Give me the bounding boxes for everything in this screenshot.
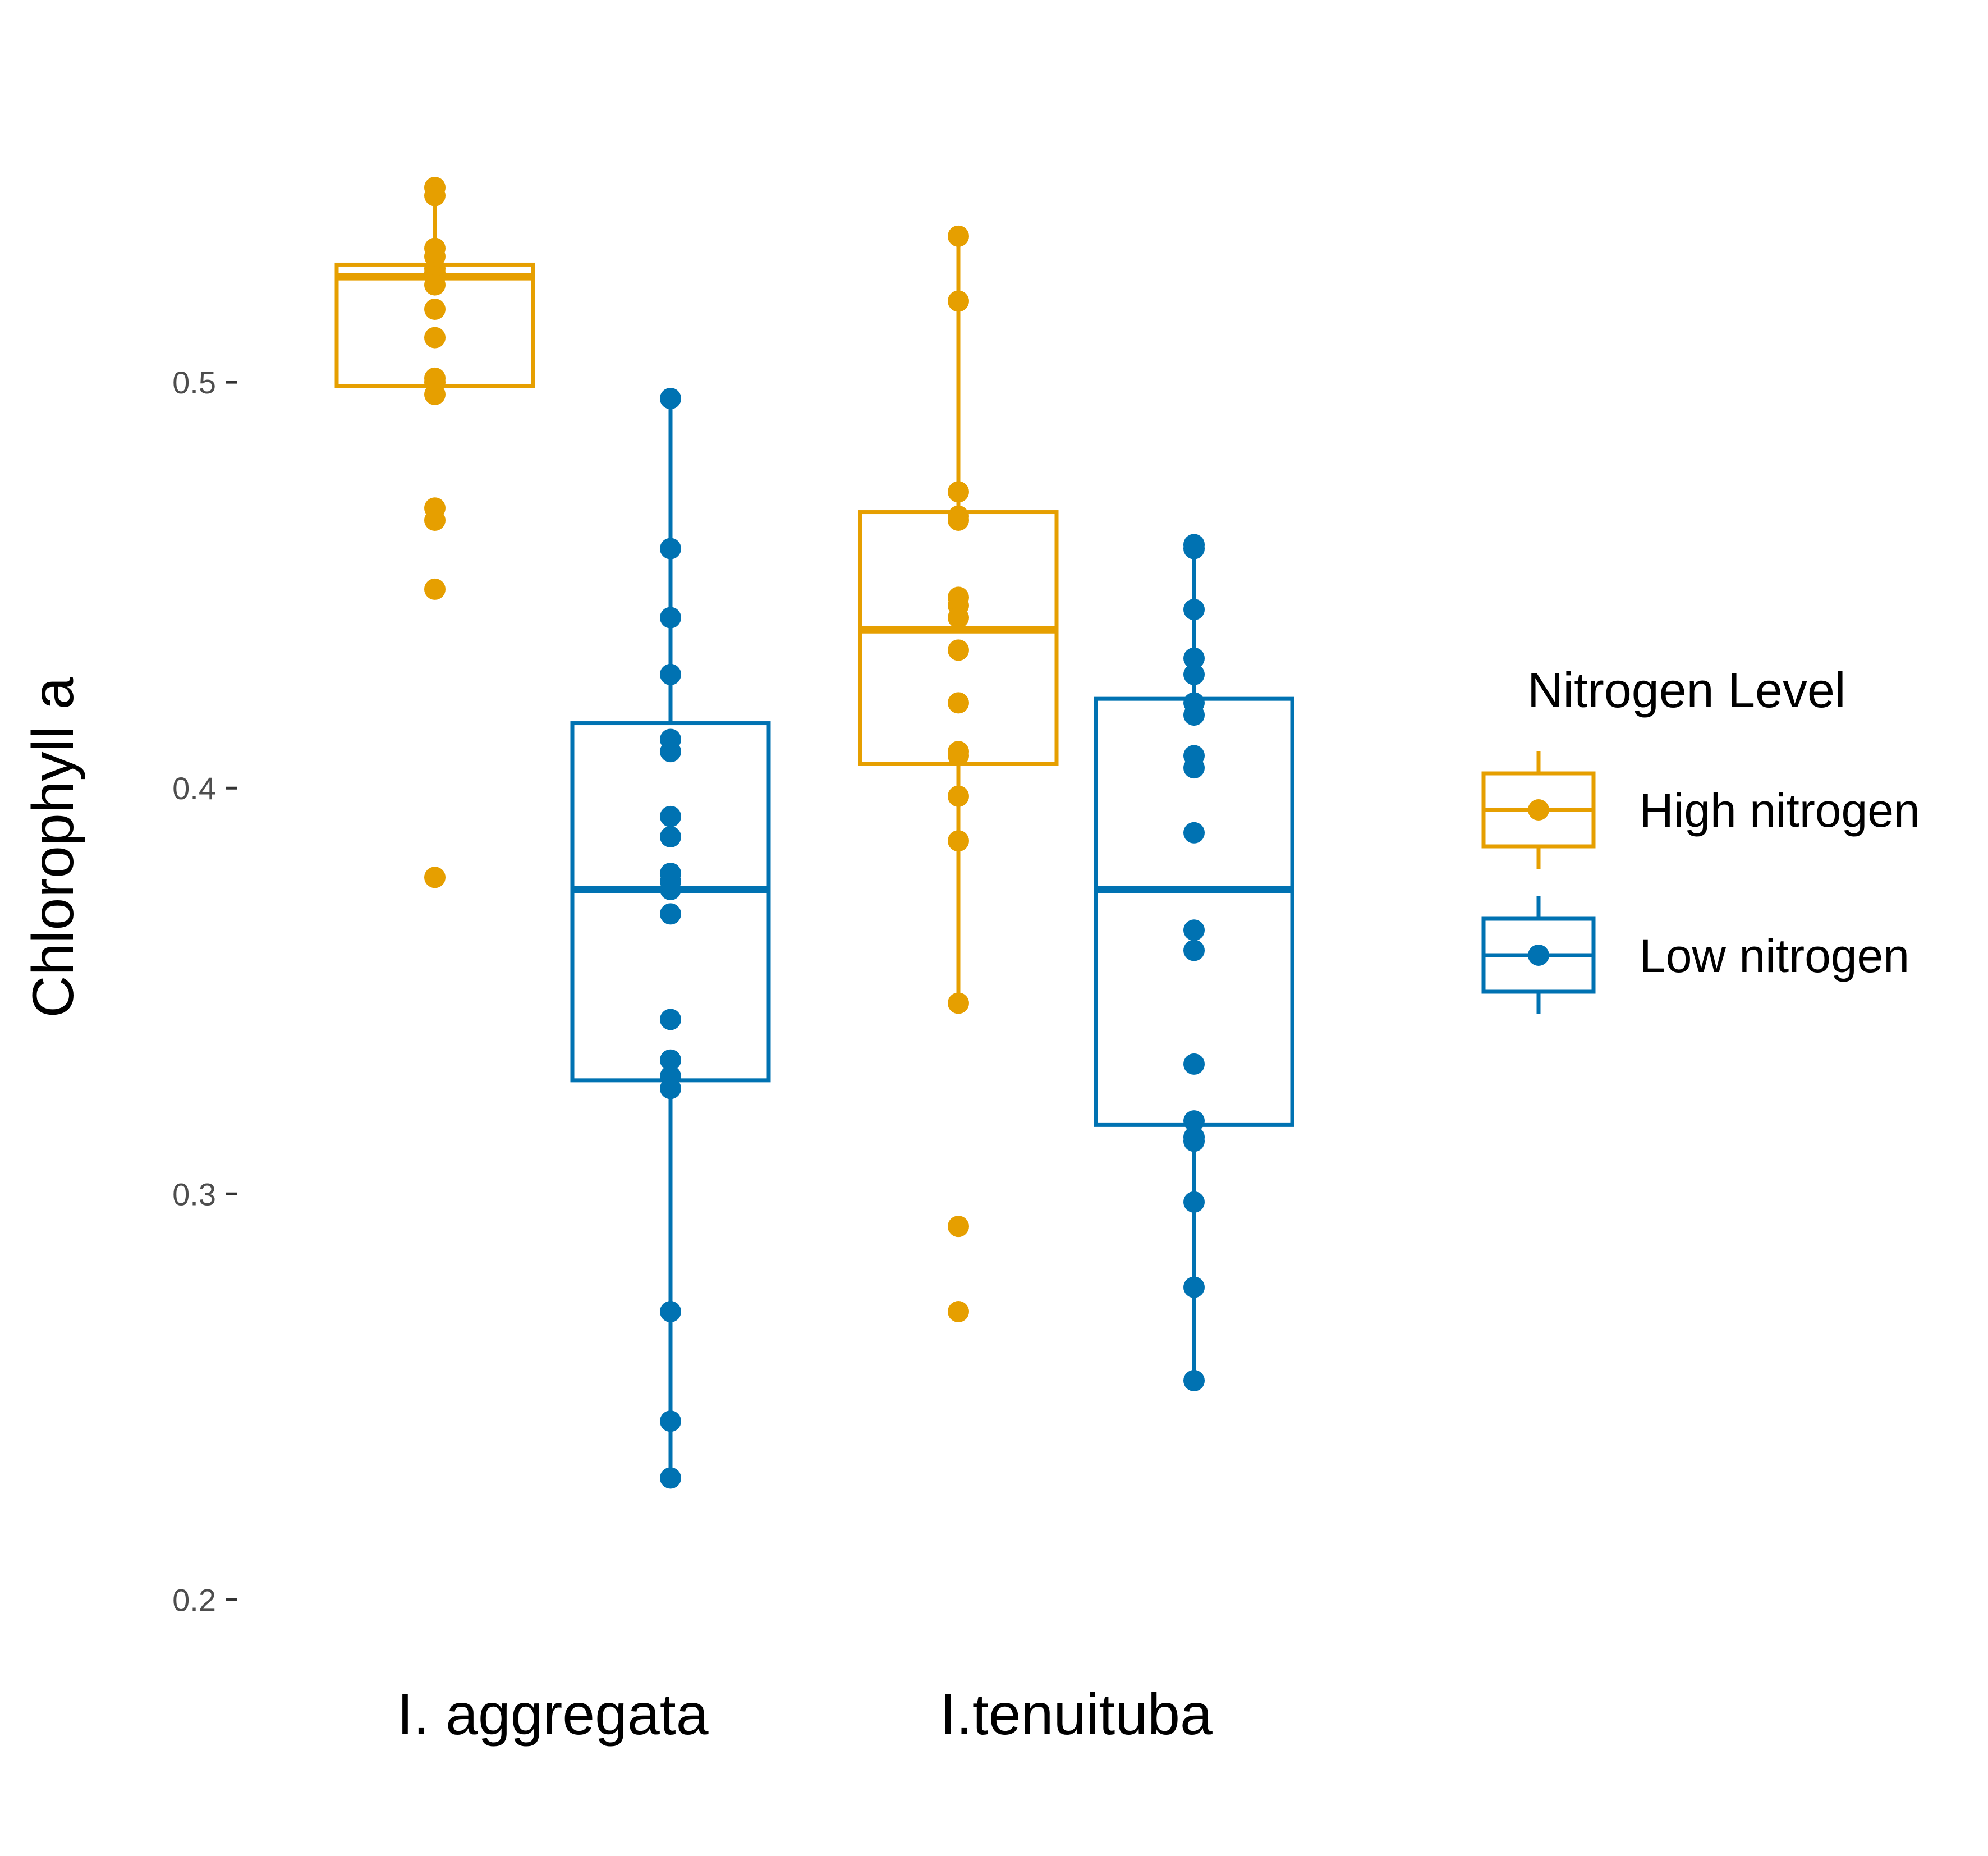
data-point	[424, 510, 446, 531]
data-point	[660, 903, 681, 925]
data-point	[1183, 1276, 1205, 1298]
data-point	[660, 607, 681, 629]
data-point	[1183, 940, 1205, 961]
data-point	[948, 290, 969, 312]
legend-label: Low nitrogen	[1640, 929, 1909, 982]
data-point	[948, 830, 969, 852]
plot-area	[334, 177, 1294, 1489]
data-point	[424, 867, 446, 888]
data-point	[1183, 647, 1205, 669]
legend-key-point	[1528, 799, 1549, 821]
data-point	[948, 1216, 969, 1238]
box-high-nitrogen-i-tenuituba	[858, 225, 1059, 1322]
data-point	[660, 826, 681, 847]
iqr-box	[858, 510, 1059, 766]
data-point	[948, 510, 969, 531]
data-point	[660, 663, 681, 685]
legend-key	[1481, 751, 1596, 869]
data-point	[948, 692, 969, 714]
y-tick-label: 0.2	[172, 1582, 216, 1617]
x-tick-label: I. aggregata	[397, 1682, 708, 1747]
data-point	[1183, 1191, 1205, 1213]
data-point	[424, 578, 446, 600]
data-point	[660, 1301, 681, 1322]
legend-key	[1481, 896, 1596, 1014]
y-tick-label: 0.3	[172, 1176, 216, 1212]
data-point	[1183, 1053, 1205, 1075]
legend-key-point	[1528, 945, 1549, 966]
data-point	[1183, 822, 1205, 844]
data-point	[948, 992, 969, 1014]
data-point	[1183, 663, 1205, 685]
y-tick-label: 0.5	[172, 365, 216, 400]
data-point	[948, 481, 969, 503]
data-point	[1183, 599, 1205, 621]
data-point	[948, 745, 969, 767]
y-axis-title: Chlorophyll a	[21, 677, 86, 1018]
data-point	[948, 639, 969, 661]
data-point	[660, 741, 681, 763]
data-point	[660, 805, 681, 827]
data-point	[660, 879, 681, 900]
data-point	[1183, 1369, 1205, 1391]
data-point	[948, 1301, 969, 1322]
legend-item-low-nitrogen: Low nitrogen	[1481, 896, 1909, 1014]
box-high-nitrogen-i-aggregata	[334, 177, 535, 888]
data-point	[660, 1410, 681, 1432]
data-point	[424, 327, 446, 349]
y-axis: 0.2 0.3 0.4 0.5	[172, 365, 237, 1617]
data-point	[1183, 704, 1205, 726]
x-tick-label: I.tenuituba	[940, 1682, 1213, 1747]
data-point	[948, 607, 969, 629]
legend-label: High nitrogen	[1640, 784, 1920, 837]
legend: Nitrogen Level High nitrogen Low nitrogen	[1481, 662, 1920, 1014]
data-point	[1183, 757, 1205, 779]
data-point	[1183, 919, 1205, 941]
data-point	[660, 1467, 681, 1489]
data-point	[424, 299, 446, 320]
data-point	[1183, 1110, 1205, 1132]
data-point	[1183, 538, 1205, 560]
x-axis: I. aggregata I.tenuituba	[397, 1682, 1213, 1747]
box-low-nitrogen-i-aggregata	[570, 388, 771, 1489]
data-point	[660, 538, 681, 560]
data-point	[424, 383, 446, 405]
legend-item-high-nitrogen: High nitrogen	[1481, 751, 1920, 869]
data-point	[660, 388, 681, 410]
data-point	[948, 785, 969, 807]
legend-title: Nitrogen Level	[1527, 662, 1845, 718]
data-point	[660, 1049, 681, 1071]
data-point	[660, 1078, 681, 1099]
data-point	[424, 185, 446, 207]
data-point	[660, 1009, 681, 1030]
data-point	[1183, 1130, 1205, 1152]
data-point	[948, 225, 969, 247]
y-tick-label: 0.4	[172, 771, 216, 806]
data-point	[424, 274, 446, 296]
box-low-nitrogen-i-tenuituba	[1094, 534, 1294, 1391]
